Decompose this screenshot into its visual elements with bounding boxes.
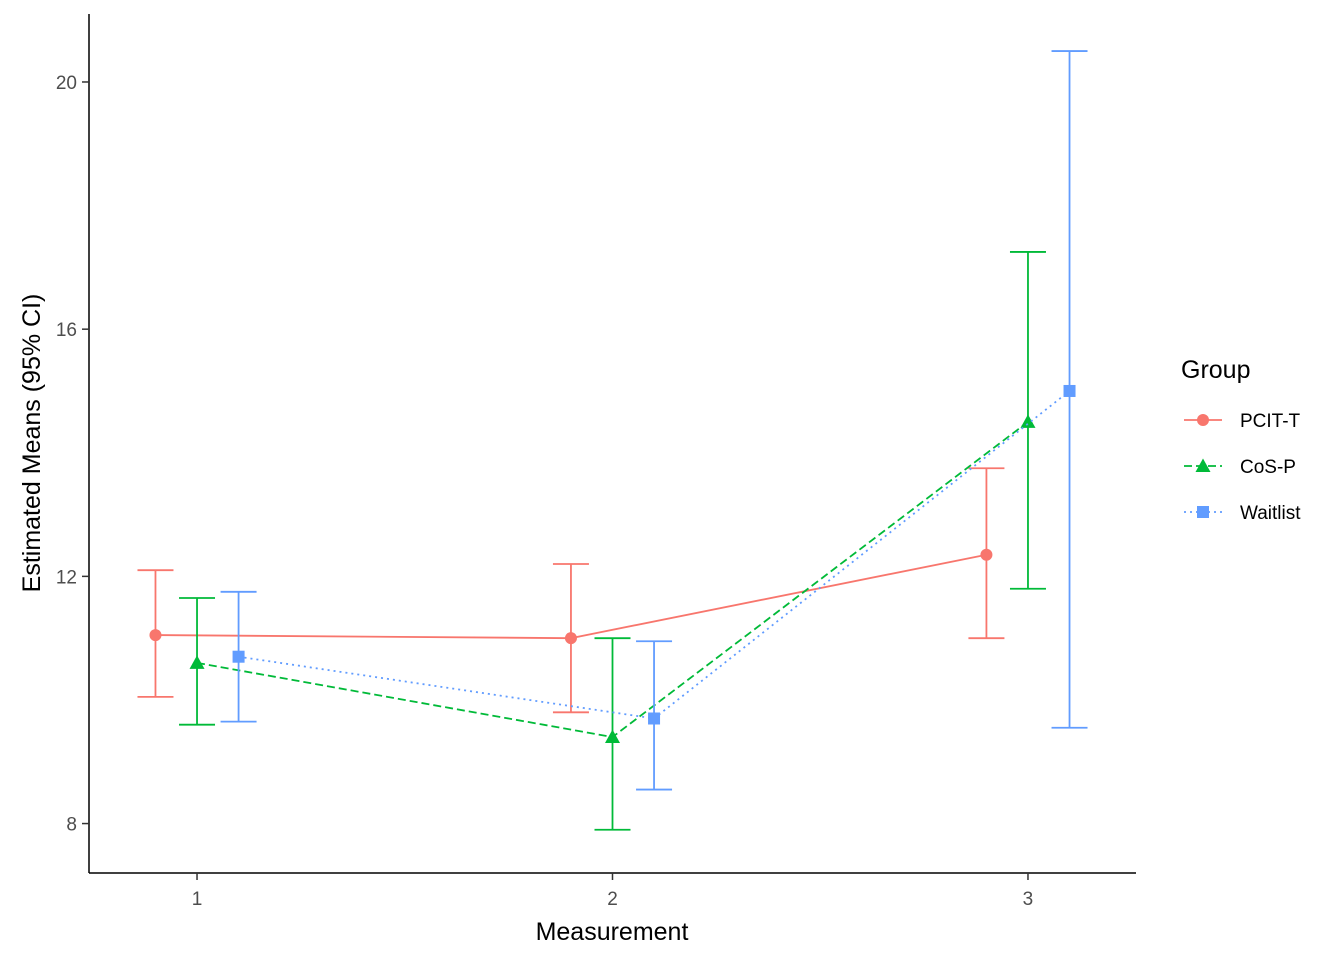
y-tick-label: 16 <box>56 320 77 341</box>
legend-label: CoS-P <box>1240 457 1296 478</box>
data-point <box>564 632 577 645</box>
legend-item: Waitlist <box>1184 503 1301 524</box>
y-axis-title: Estimated Means (95% CI) <box>18 294 46 593</box>
x-tick-label: 3 <box>1023 889 1034 910</box>
legend-key-marker <box>1197 414 1209 426</box>
legend-items: PCIT-T CoS-P Waitlist <box>1184 411 1301 524</box>
legend-key-marker <box>1197 506 1209 518</box>
data-point <box>605 729 620 744</box>
x-tick-label: 1 <box>192 889 203 910</box>
series-pcit-t <box>137 467 1005 714</box>
series-cos-p <box>179 251 1046 831</box>
legend-label: PCIT-T <box>1240 411 1301 432</box>
series-layer <box>137 50 1088 831</box>
data-point <box>980 548 993 561</box>
series-waitlist <box>220 50 1088 791</box>
x-tick-label: 2 <box>607 889 618 910</box>
y-tick-label: 8 <box>66 815 77 836</box>
legend-item: PCIT-T <box>1184 411 1301 432</box>
data-point <box>149 629 162 642</box>
y-tick-label: 12 <box>56 567 77 588</box>
legend-label: Waitlist <box>1240 503 1301 524</box>
data-point <box>232 650 245 663</box>
y-tick-label: 20 <box>56 73 77 94</box>
data-point <box>1063 384 1076 397</box>
legend-item: CoS-P <box>1184 457 1296 478</box>
data-point <box>189 655 205 669</box>
legend-key-marker <box>1195 458 1211 472</box>
legend: Group PCIT-T CoS-P Waitlist <box>1181 356 1301 524</box>
legend-title: Group <box>1181 356 1250 384</box>
data-point <box>1020 414 1036 428</box>
x-axis-title: Measurement <box>536 918 689 946</box>
data-point <box>648 712 661 725</box>
